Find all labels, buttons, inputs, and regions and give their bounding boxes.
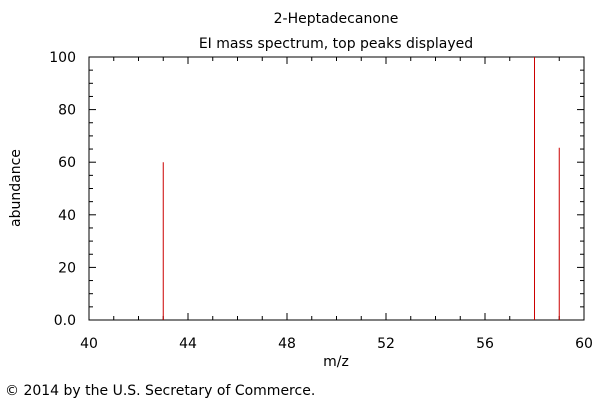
y-tick-label: 60 bbox=[58, 155, 76, 171]
y-tick-label: 20 bbox=[58, 260, 76, 276]
copyright-notice: © 2014 by the U.S. Secretary of Commerce… bbox=[5, 383, 315, 399]
x-tick-labels: 40 44 48 52 56 60 bbox=[80, 336, 593, 352]
x-tick-label: 48 bbox=[278, 336, 296, 352]
y-tick-label: 80 bbox=[58, 103, 76, 119]
y-tick-label: 100 bbox=[49, 50, 76, 66]
y-axis-label: abundance bbox=[8, 149, 24, 227]
x-tick-label: 44 bbox=[179, 336, 197, 352]
x-tick-label: 60 bbox=[575, 336, 593, 352]
chart-title: 2-Heptadecanone bbox=[274, 11, 399, 27]
x-tick-label: 40 bbox=[80, 336, 98, 352]
chart-subtitle: EI mass spectrum, top peaks displayed bbox=[199, 36, 473, 52]
x-axis-label: m/z bbox=[323, 354, 349, 370]
y-tick-label: 40 bbox=[58, 208, 76, 224]
x-tick-label: 52 bbox=[377, 336, 395, 352]
peak-group bbox=[162, 57, 560, 320]
x-tick-label: 56 bbox=[476, 336, 494, 352]
minor-ticks bbox=[89, 57, 584, 320]
y-tick-labels: 0.0 20 40 60 80 100 bbox=[49, 50, 76, 329]
major-ticks bbox=[88, 56, 585, 321]
y-tick-label: 0.0 bbox=[54, 313, 76, 329]
